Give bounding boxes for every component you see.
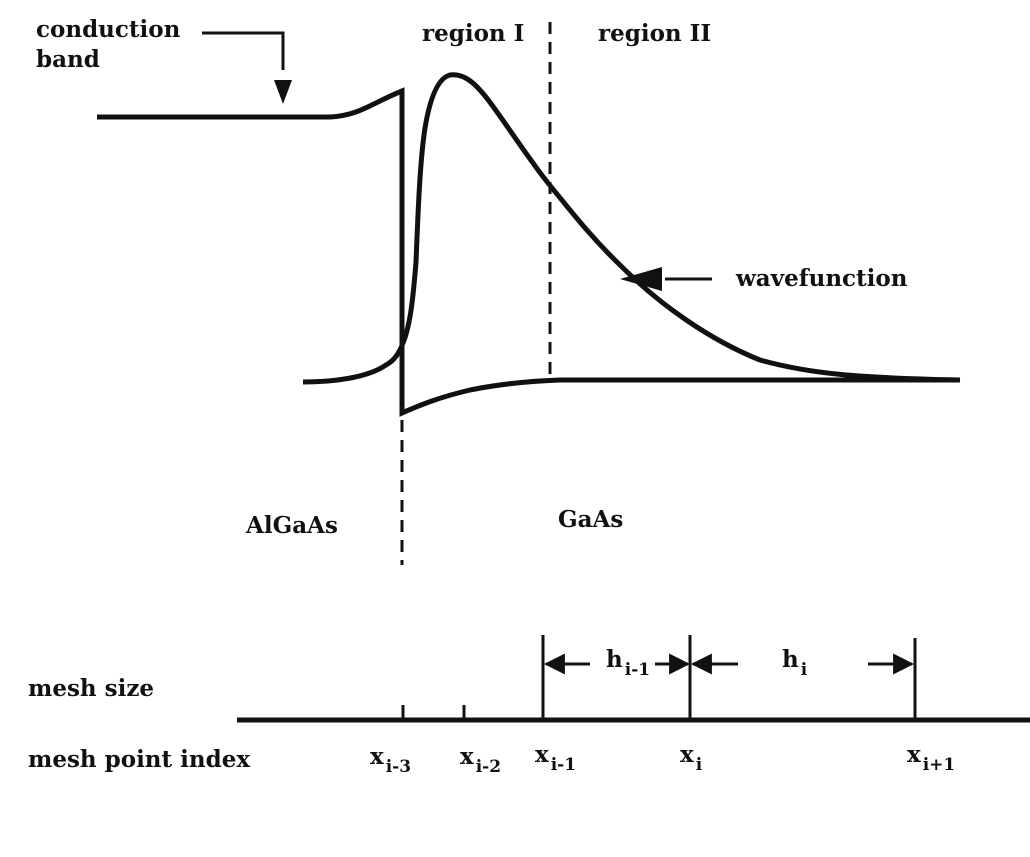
conduction-band-label-line1: conduction bbox=[36, 16, 181, 43]
material-label-gaas: GaAs bbox=[558, 506, 624, 533]
mesh-size-label: mesh size bbox=[28, 675, 155, 702]
region-2-label: region II bbox=[598, 20, 712, 47]
wavefunction-label: wavefunction bbox=[736, 265, 908, 292]
mesh-point-index-label: mesh point index bbox=[28, 746, 251, 773]
mesh-point-x-i-2: x i-2 bbox=[460, 743, 502, 777]
wavefunction-arrow-icon bbox=[620, 267, 662, 291]
mesh-point-x-i-3: x i-3 bbox=[370, 743, 412, 777]
material-label-algaas: AlGaAs bbox=[246, 512, 338, 539]
conduction-band-pointer bbox=[202, 31, 285, 70]
region-1-label: region I bbox=[422, 20, 525, 47]
mesh-point-x-i-1: x i-1 bbox=[535, 741, 577, 775]
conduction-band-arrow-icon bbox=[274, 80, 292, 104]
conduction-band-curve bbox=[97, 87, 960, 417]
wavefunction-curve bbox=[302, 72, 961, 385]
conduction-band-label-line2: band bbox=[36, 46, 100, 73]
mesh-size-h-i-1: h i-1 bbox=[606, 646, 651, 680]
mesh-point-x-i+1: x i+1 bbox=[907, 741, 956, 775]
